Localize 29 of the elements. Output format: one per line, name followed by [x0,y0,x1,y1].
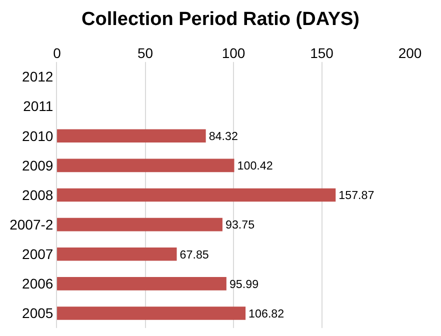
y-tick-label: 2010 [22,128,54,144]
y-tick-label: 2006 [22,276,54,292]
bar [57,129,206,143]
bar [57,306,246,320]
data-label: 84.32 [208,130,238,144]
chart-title: Collection Period Ratio (DAYS) [82,9,360,30]
data-label: 67.85 [180,248,209,262]
data-label: 106.82 [248,307,284,320]
x-tick-label: 200 [398,45,422,62]
x-tick-label: 100 [222,45,246,62]
y-tick-label: 2007 [22,246,54,262]
bar [57,158,234,172]
bar [57,247,177,261]
y-tick-label: 2011 [23,98,54,114]
y-tick-label: 2007-2 [10,216,54,232]
data-label: 157.87 [338,189,374,202]
bar [57,277,226,290]
y-tick-label: 2012 [22,68,54,85]
data-label: 93.75 [225,218,255,232]
x-tick-label: 150 [310,45,334,62]
y-tick-label: 2009 [22,157,54,174]
bar [57,188,336,202]
x-tick-label: 50 [137,45,154,62]
y-tick-label: 2005 [22,305,54,322]
y-tick-label: 2008 [22,186,54,203]
data-label: 95.99 [229,278,259,291]
x-tick-label: 0 [53,45,62,62]
data-label: 100.42 [237,160,273,173]
bar [57,218,222,232]
